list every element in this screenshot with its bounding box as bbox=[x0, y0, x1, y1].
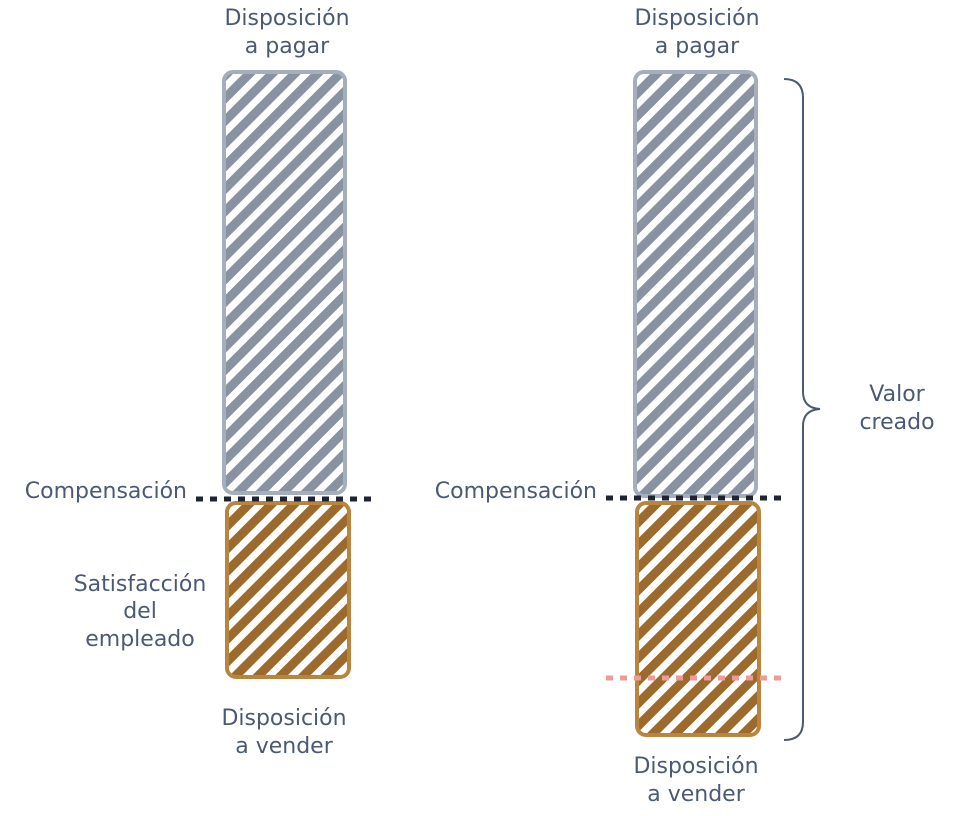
left-satisfaction-label-line2: del bbox=[123, 599, 157, 624]
right-wtp-bar bbox=[633, 70, 758, 498]
left-wtp-label-line1: Disposición bbox=[224, 6, 349, 31]
right-panel: Disposición a pagar Compensación Valor c… bbox=[435, 6, 935, 807]
left-wtp-label-line2: a pagar bbox=[245, 34, 330, 59]
right-wts-label-line2: a vender bbox=[647, 782, 745, 807]
value-created-brace bbox=[783, 78, 821, 741]
right-compensation-label: Compensación bbox=[435, 479, 597, 504]
value-created-label-line2: creado bbox=[859, 410, 934, 435]
left-wts-label-line2: a vender bbox=[235, 734, 333, 759]
left-compensation-label: Compensación bbox=[25, 479, 187, 504]
left-wts-bar bbox=[225, 501, 351, 679]
right-wts-label-line1: Disposición bbox=[633, 754, 758, 779]
left-satisfaction-label-line1: Satisfacción bbox=[74, 572, 207, 597]
left-satisfaction-label-line3: empleado bbox=[85, 627, 194, 652]
right-wtp-label-line2: a pagar bbox=[655, 34, 740, 59]
right-wtp-label-line1: Disposición bbox=[634, 6, 759, 31]
value-created-label-line1: Valor bbox=[869, 382, 925, 407]
right-wts-bar bbox=[635, 501, 761, 737]
left-wts-label-line1: Disposición bbox=[221, 706, 346, 731]
left-panel: Disposición a pagar Compensación Satisfa… bbox=[25, 6, 374, 759]
left-wtp-bar bbox=[222, 70, 347, 495]
